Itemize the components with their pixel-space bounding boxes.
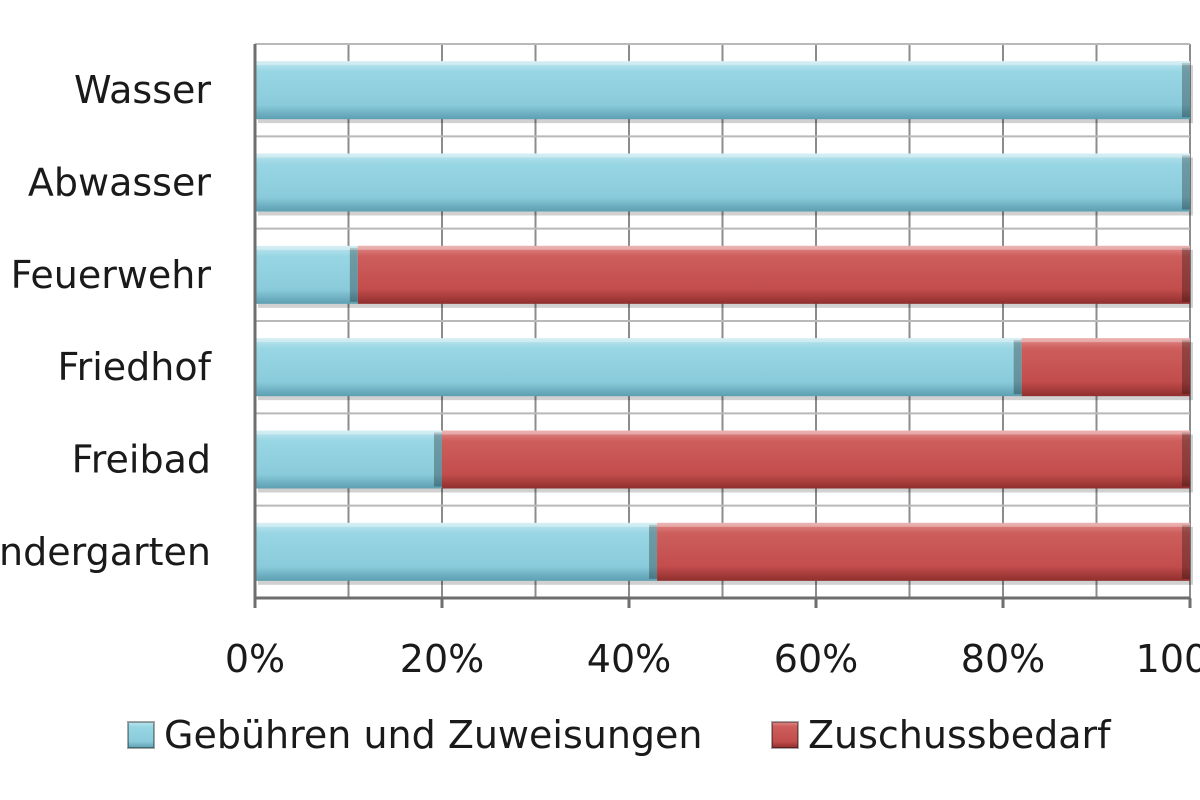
category-label: Wasser bbox=[74, 68, 211, 112]
bar-highlight bbox=[255, 153, 1190, 158]
bar-bevel bbox=[1013, 340, 1022, 395]
bar-bevel bbox=[1182, 524, 1190, 579]
bar-bevel bbox=[1182, 247, 1190, 302]
bar-segment bbox=[1021, 338, 1190, 397]
category-label: Kindergarten bbox=[0, 530, 211, 574]
bar-segment bbox=[255, 61, 1190, 120]
category-label: Friedhof bbox=[58, 345, 213, 389]
legend-item-series-1: Gebühren und Zuweisungen bbox=[127, 713, 703, 757]
category-label: Feuerwehr bbox=[11, 253, 212, 297]
x-tick-label: 20% bbox=[400, 637, 484, 681]
bar-highlight bbox=[442, 430, 1190, 435]
bar-segment bbox=[255, 245, 358, 304]
x-tick-label: 0% bbox=[225, 637, 285, 681]
bar-highlight bbox=[357, 245, 1191, 250]
bar-highlight bbox=[255, 61, 1190, 66]
bar-segment bbox=[255, 430, 442, 489]
x-tick-label: 80% bbox=[961, 637, 1045, 681]
bar-segment bbox=[357, 245, 1191, 304]
bar-bevel bbox=[434, 432, 442, 487]
legend-label: Zuschussbedarf bbox=[808, 713, 1112, 757]
bar-segment bbox=[657, 522, 1190, 581]
bar-bevel bbox=[349, 247, 358, 302]
bar-bevel bbox=[1182, 155, 1190, 210]
bar-segment bbox=[255, 153, 1190, 212]
bar-segment bbox=[442, 430, 1190, 489]
bar-segment bbox=[255, 338, 1022, 397]
bar-bevel bbox=[649, 524, 658, 579]
x-tick-label: 40% bbox=[587, 637, 671, 681]
category-labels: Wasser Abwasser Feuerwehr Friedhof Freibad Ki… bbox=[0, 68, 213, 574]
bar-highlight bbox=[255, 338, 1022, 343]
category-label: Freibad bbox=[72, 438, 211, 482]
bar-highlight bbox=[657, 522, 1190, 527]
category-label: Abwasser bbox=[28, 161, 211, 205]
legend: Gebühren und Zuweisungen Zuschussbedarf bbox=[127, 713, 1112, 757]
x-axis: 0% 20% 40% 60% 80% 100% bbox=[225, 44, 1200, 681]
legend-item-series-2: Zuschussbedarf bbox=[771, 713, 1112, 757]
bar-highlight bbox=[255, 245, 358, 250]
bar-bevel bbox=[1182, 340, 1190, 395]
bar-highlight bbox=[1021, 338, 1190, 343]
x-tick-label: 60% bbox=[774, 637, 858, 681]
gridlines bbox=[254, 43, 1191, 599]
legend-label: Gebühren und Zuweisungen bbox=[164, 713, 703, 757]
bar-bevel bbox=[1182, 432, 1190, 487]
legend-swatch bbox=[771, 721, 799, 749]
bar-bevel bbox=[1182, 63, 1190, 118]
bar-highlight bbox=[255, 522, 658, 527]
bar-segment bbox=[255, 522, 658, 581]
x-tick-label: 100% bbox=[1136, 637, 1200, 681]
bar-highlight bbox=[255, 430, 442, 435]
bars bbox=[255, 61, 1194, 585]
legend-swatch bbox=[127, 721, 155, 749]
